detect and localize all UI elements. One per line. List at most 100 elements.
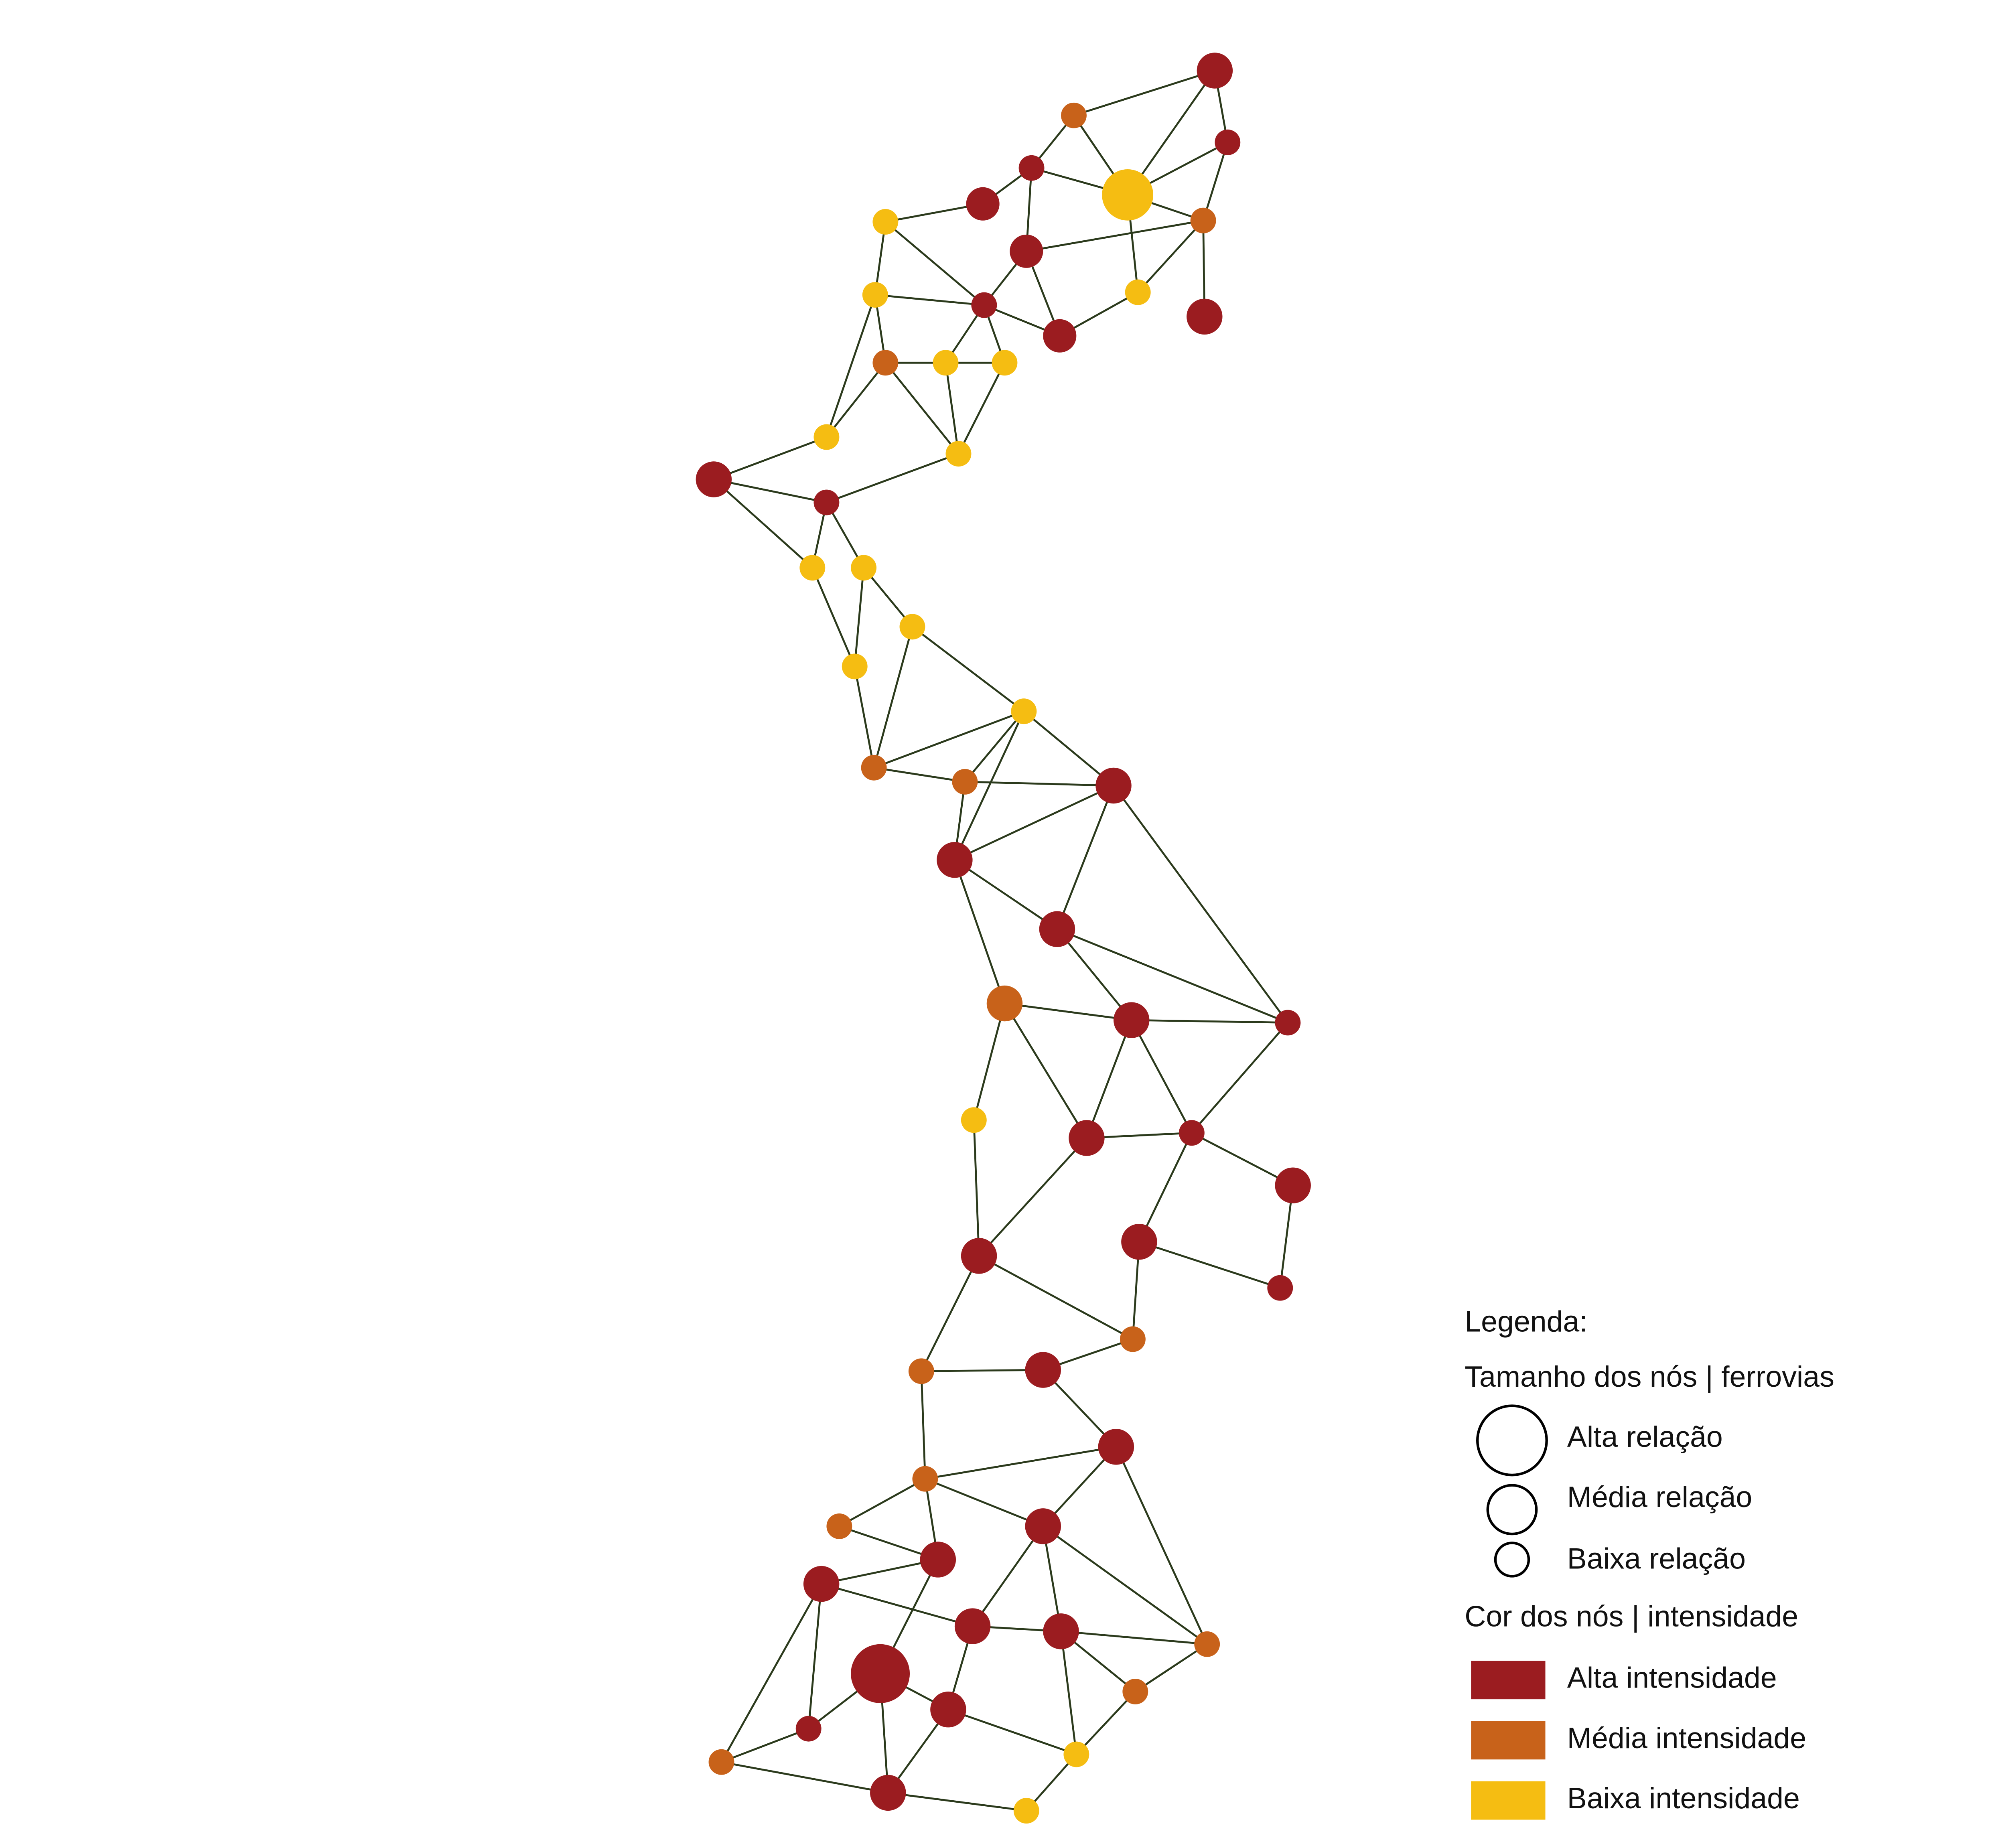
edge	[954, 859, 1058, 930]
edge	[720, 1583, 822, 1763]
node	[1179, 1120, 1205, 1146]
edge	[884, 362, 960, 454]
node	[870, 1775, 906, 1811]
edge	[973, 1003, 1006, 1120]
edge	[826, 294, 876, 438]
node	[1098, 1429, 1134, 1465]
edge	[826, 362, 886, 438]
legend-size-small	[1494, 1542, 1530, 1578]
edge	[978, 1255, 1134, 1340]
edge	[1023, 710, 1114, 787]
node	[1018, 155, 1045, 181]
node	[1190, 207, 1216, 233]
edge	[964, 710, 1025, 783]
legend-size-label: Alta relação	[1567, 1420, 1723, 1453]
edge	[972, 1525, 1044, 1627]
node	[1267, 1275, 1293, 1301]
node	[986, 985, 1023, 1022]
legend-color-swatch	[1471, 1781, 1546, 1820]
edge	[1026, 219, 1204, 252]
node	[933, 350, 959, 376]
node	[872, 350, 899, 376]
node	[952, 769, 978, 795]
legend-color-label: Baixa intensidade	[1567, 1781, 1800, 1815]
legend-size-large	[1476, 1404, 1548, 1477]
legend-size-title: Tamanho dos nós | ferrovias	[1465, 1360, 1834, 1393]
edge	[1042, 1525, 1208, 1645]
node	[961, 1107, 987, 1133]
edge	[925, 1478, 1044, 1527]
edge	[1073, 69, 1215, 117]
node	[1215, 129, 1241, 155]
edge	[920, 1371, 926, 1479]
node	[1069, 1120, 1105, 1156]
legend-size-label: Média relação	[1567, 1480, 1752, 1513]
node	[1043, 319, 1077, 353]
edge	[973, 1120, 980, 1256]
edge	[721, 1728, 809, 1763]
node	[1194, 1631, 1220, 1657]
edge	[873, 710, 1024, 769]
edge	[912, 626, 1024, 712]
edge	[1191, 1022, 1289, 1134]
node	[861, 755, 887, 781]
edge	[953, 711, 1025, 860]
node	[937, 842, 973, 878]
edge	[1060, 1631, 1077, 1755]
edge	[1191, 1132, 1294, 1187]
node	[908, 1358, 934, 1384]
nodes	[696, 53, 1311, 1824]
edge	[713, 478, 827, 503]
node	[851, 555, 877, 581]
node	[961, 1238, 997, 1274]
edge	[713, 479, 813, 569]
edge	[1061, 1630, 1207, 1645]
edge	[1056, 785, 1115, 930]
edge	[1042, 1446, 1117, 1527]
node	[945, 441, 972, 467]
legend-title: Legenda:	[1465, 1305, 1587, 1338]
edge	[826, 452, 959, 503]
node	[813, 424, 840, 450]
edge	[713, 436, 827, 481]
edge	[920, 1255, 980, 1372]
node	[1039, 911, 1075, 947]
node	[1025, 1352, 1061, 1388]
node	[966, 187, 1000, 221]
node	[930, 1691, 966, 1728]
edge	[884, 221, 985, 306]
edge	[1134, 1643, 1208, 1692]
node	[1095, 767, 1132, 804]
node	[1025, 1508, 1061, 1544]
node	[862, 282, 888, 308]
legend-color-swatch	[1471, 1661, 1546, 1700]
edge	[721, 1761, 889, 1794]
edge	[1057, 928, 1288, 1024]
legend-size-label: Baixa relação	[1567, 1542, 1746, 1575]
legend-color-title: Cor dos nós | intensidade	[1465, 1599, 1798, 1633]
node	[813, 489, 840, 515]
edge	[957, 362, 1006, 454]
edge	[1056, 928, 1132, 1021]
legend-color-swatch	[1471, 1721, 1546, 1760]
node	[1102, 169, 1154, 221]
node	[842, 653, 868, 680]
edge	[925, 1446, 1116, 1480]
node	[799, 555, 826, 581]
edge	[1075, 1691, 1136, 1755]
node	[992, 350, 1018, 376]
node	[920, 1542, 956, 1578]
node	[1122, 1679, 1148, 1704]
node	[1121, 1224, 1157, 1260]
edge	[1202, 142, 1229, 221]
node	[803, 1566, 840, 1602]
node	[1043, 1613, 1079, 1649]
edge	[854, 666, 875, 768]
node	[872, 209, 899, 235]
edge	[1130, 1019, 1193, 1134]
legend: Legenda: Tamanho dos nós | ferrovias Alt…	[1465, 1305, 1834, 1820]
node	[1010, 234, 1043, 268]
edge	[888, 1791, 1027, 1812]
